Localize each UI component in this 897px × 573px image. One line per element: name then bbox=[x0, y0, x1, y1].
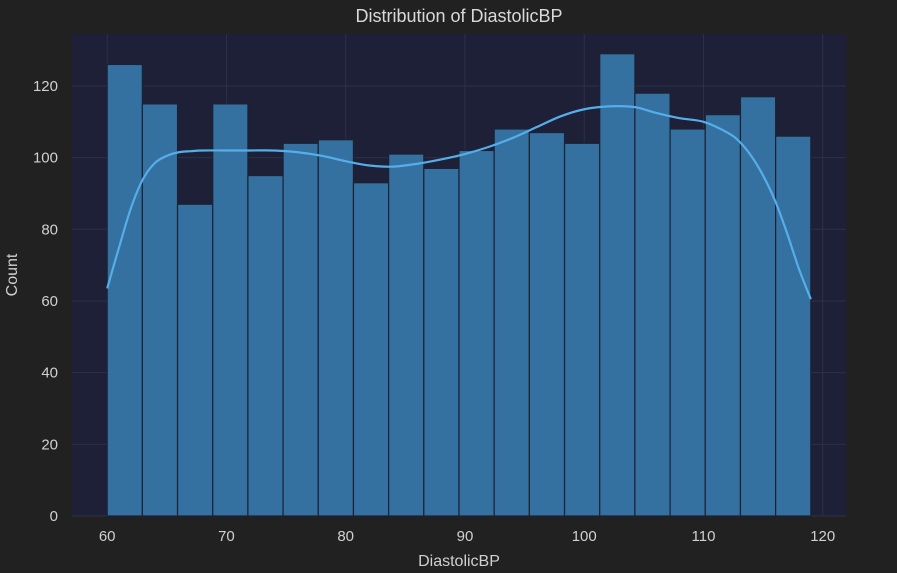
histogram-bar bbox=[247, 174, 284, 517]
histogram-bar bbox=[458, 149, 495, 517]
y-tick-label-80: 80 bbox=[41, 221, 58, 238]
histogram-bar bbox=[528, 131, 566, 517]
histogram-bar bbox=[282, 142, 319, 517]
x-tick-label-90: 90 bbox=[457, 528, 474, 545]
histogram-bar bbox=[388, 153, 425, 517]
histogram-bar bbox=[176, 203, 214, 517]
x-tick-label-120: 120 bbox=[810, 528, 835, 545]
chart-title: Distribution of DiastolicBP bbox=[355, 6, 562, 26]
histogram-bar bbox=[599, 53, 636, 517]
histogram-bar bbox=[739, 96, 777, 517]
histogram-bar bbox=[563, 142, 601, 517]
y-tick-label-120: 120 bbox=[33, 78, 58, 95]
x-axis-label: DiastolicBP bbox=[418, 553, 500, 570]
x-tick-label-100: 100 bbox=[572, 528, 597, 545]
histogram-bar bbox=[141, 103, 179, 517]
y-tick-label-60: 60 bbox=[41, 293, 58, 310]
histogram-bars bbox=[106, 53, 812, 517]
x-tick-label-60: 60 bbox=[99, 528, 116, 545]
y-axis-ticks: 0 20 40 60 80 100 120 bbox=[33, 78, 58, 525]
histogram-bar bbox=[212, 103, 249, 517]
y-tick-label-0: 0 bbox=[50, 508, 58, 525]
histogram-bar bbox=[352, 182, 390, 517]
histogram-bar bbox=[317, 139, 355, 517]
y-tick-label-20: 20 bbox=[41, 436, 58, 453]
x-tick-label-110: 110 bbox=[692, 528, 716, 545]
y-tick-label-100: 100 bbox=[33, 150, 58, 167]
histogram-bar bbox=[493, 128, 530, 517]
kde-curve bbox=[106, 105, 812, 300]
x-tick-label-80: 80 bbox=[337, 528, 354, 545]
y-tick-label-40: 40 bbox=[41, 365, 58, 382]
x-tick-label-70: 70 bbox=[218, 528, 235, 545]
y-axis-label: Count bbox=[4, 253, 21, 296]
histogram-bar bbox=[669, 128, 706, 517]
histogram-bar bbox=[634, 92, 671, 517]
histogram-bar bbox=[106, 63, 143, 517]
histogram-bar bbox=[775, 135, 812, 517]
x-axis-ticks: 60 70 80 90 100 110 120 bbox=[99, 528, 835, 545]
histogram-bar bbox=[704, 114, 742, 517]
histogram-bar bbox=[423, 167, 460, 517]
